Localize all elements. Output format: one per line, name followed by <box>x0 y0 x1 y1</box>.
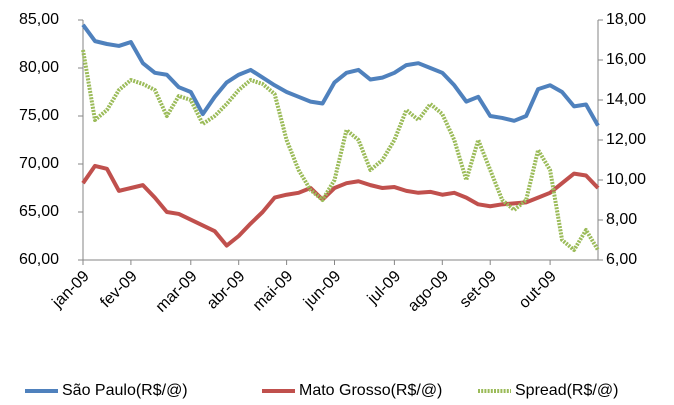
y-tick-label: 80,00 <box>19 59 59 76</box>
x-tick-label: jun-09 <box>300 268 344 312</box>
x-tick-label: out-09 <box>516 268 560 312</box>
y2-tick-label: 12,00 <box>606 131 646 148</box>
y-tick-label: 60,00 <box>19 251 59 268</box>
legend-label: Spread(R$/@) <box>515 382 618 399</box>
x-tick-label: abr-09 <box>204 268 249 313</box>
y2-tick-label: 6,00 <box>606 251 637 268</box>
legend-label: Mato Grosso(R$/@) <box>299 382 442 399</box>
y-tick-label: 75,00 <box>19 107 59 124</box>
y2-tick-label: 18,00 <box>606 11 646 28</box>
series-line <box>81 49 600 252</box>
series-line <box>81 23 600 127</box>
x-tick-label: fev-09 <box>97 268 141 312</box>
x-tick-label: ago-09 <box>405 268 452 315</box>
y2-tick-label: 10,00 <box>606 171 646 188</box>
y-tick-label: 70,00 <box>19 155 59 172</box>
y2-tick-label: 8,00 <box>606 211 637 228</box>
series-line <box>81 163 600 248</box>
y-tick-label: 65,00 <box>19 203 59 220</box>
x-tick-label: jan-09 <box>49 268 93 312</box>
y2-tick-label: 16,00 <box>606 51 646 68</box>
x-tick-label: jul-09 <box>364 268 404 308</box>
legend-label: São Paulo(R$/@) <box>62 382 188 399</box>
x-tick-label: mar-09 <box>153 268 201 316</box>
x-tick-label: set-09 <box>457 268 501 312</box>
x-tick-label: mai-09 <box>250 268 297 315</box>
y2-tick-label: 14,00 <box>606 91 646 108</box>
y-tick-label: 85,00 <box>19 11 59 28</box>
